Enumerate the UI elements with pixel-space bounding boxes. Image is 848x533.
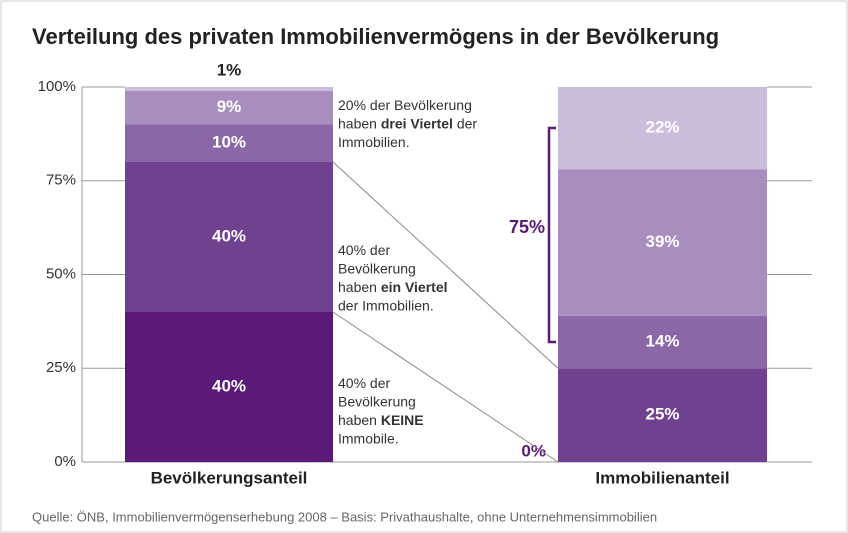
value-label: 39% bbox=[645, 232, 679, 251]
annotation-run: haben bbox=[338, 115, 381, 131]
source: Quelle: ÖNB, Immobilienvermögenserhebung… bbox=[32, 509, 657, 524]
connector bbox=[332, 161, 559, 369]
y-tick-label: 25% bbox=[46, 359, 76, 376]
annotation: haben drei Viertel der bbox=[338, 115, 477, 131]
bar-segment bbox=[125, 124, 333, 162]
annotation-run: der bbox=[453, 115, 477, 131]
value-label: 0% bbox=[521, 441, 546, 460]
bar-segment bbox=[125, 90, 333, 125]
annotation: 20% der Bevölkerung bbox=[338, 97, 472, 113]
y-tick-label: 75% bbox=[46, 172, 76, 189]
annotation-run: der Immobilien. bbox=[338, 297, 434, 313]
x-tick-label: Immobilienanteil bbox=[595, 468, 729, 487]
y-tick-label: 100% bbox=[38, 78, 76, 95]
value-label: 40% bbox=[212, 376, 246, 395]
annotation-run: Bevölkerung bbox=[338, 393, 416, 409]
value-label: 9% bbox=[217, 97, 242, 116]
chart-title: Verteilung des privaten Immobilienvermög… bbox=[32, 24, 719, 49]
bar-segment bbox=[125, 162, 333, 312]
annotation: Immobile. bbox=[338, 430, 399, 446]
bar-segment bbox=[125, 87, 333, 91]
value-label: 40% bbox=[212, 226, 246, 245]
annotation-run: 40% der bbox=[338, 242, 390, 258]
x-tick-label: Bevölkerungsanteil bbox=[151, 468, 308, 487]
value-label: 25% bbox=[645, 405, 679, 424]
annotation: haben KEINE bbox=[338, 412, 424, 428]
annotation-run: haben bbox=[338, 279, 381, 295]
annotation: Immobilien. bbox=[338, 134, 410, 150]
annotation: der Immobilien. bbox=[338, 297, 434, 313]
annotation-run: ein Viertel bbox=[381, 279, 448, 295]
annotation-run: 40% der bbox=[338, 375, 390, 391]
annotation-run: 20% der Bevölkerung bbox=[338, 97, 472, 113]
annotation: 40% der bbox=[338, 375, 390, 391]
annotation-run: drei Viertel bbox=[381, 115, 453, 131]
y-tick-label: 0% bbox=[54, 453, 76, 470]
annotation-run: haben bbox=[338, 412, 381, 428]
annotation: haben ein Viertel bbox=[338, 279, 448, 295]
bar-segment bbox=[125, 312, 333, 462]
annotation-run: Immobile. bbox=[338, 430, 399, 446]
bracket bbox=[547, 126, 556, 344]
bar-segment bbox=[558, 315, 767, 369]
annotation-run: KEINE bbox=[381, 412, 424, 428]
annotation: Bevölkerung bbox=[338, 260, 416, 276]
value-label: 22% bbox=[645, 118, 679, 137]
bar-segment bbox=[558, 87, 767, 170]
bracket-label: 75% bbox=[509, 217, 545, 237]
value-label: 10% bbox=[212, 133, 246, 152]
annotation: 40% der bbox=[338, 242, 390, 258]
annotation-run: Immobilien. bbox=[338, 134, 410, 150]
annotation-run: Bevölkerung bbox=[338, 260, 416, 276]
value-label: 1% bbox=[217, 60, 242, 79]
connector bbox=[332, 311, 559, 463]
bar-segment bbox=[558, 368, 767, 462]
bar-segment bbox=[558, 169, 767, 316]
y-tick-label: 50% bbox=[46, 265, 76, 282]
value-label: 14% bbox=[645, 331, 679, 350]
annotation: Bevölkerung bbox=[338, 393, 416, 409]
